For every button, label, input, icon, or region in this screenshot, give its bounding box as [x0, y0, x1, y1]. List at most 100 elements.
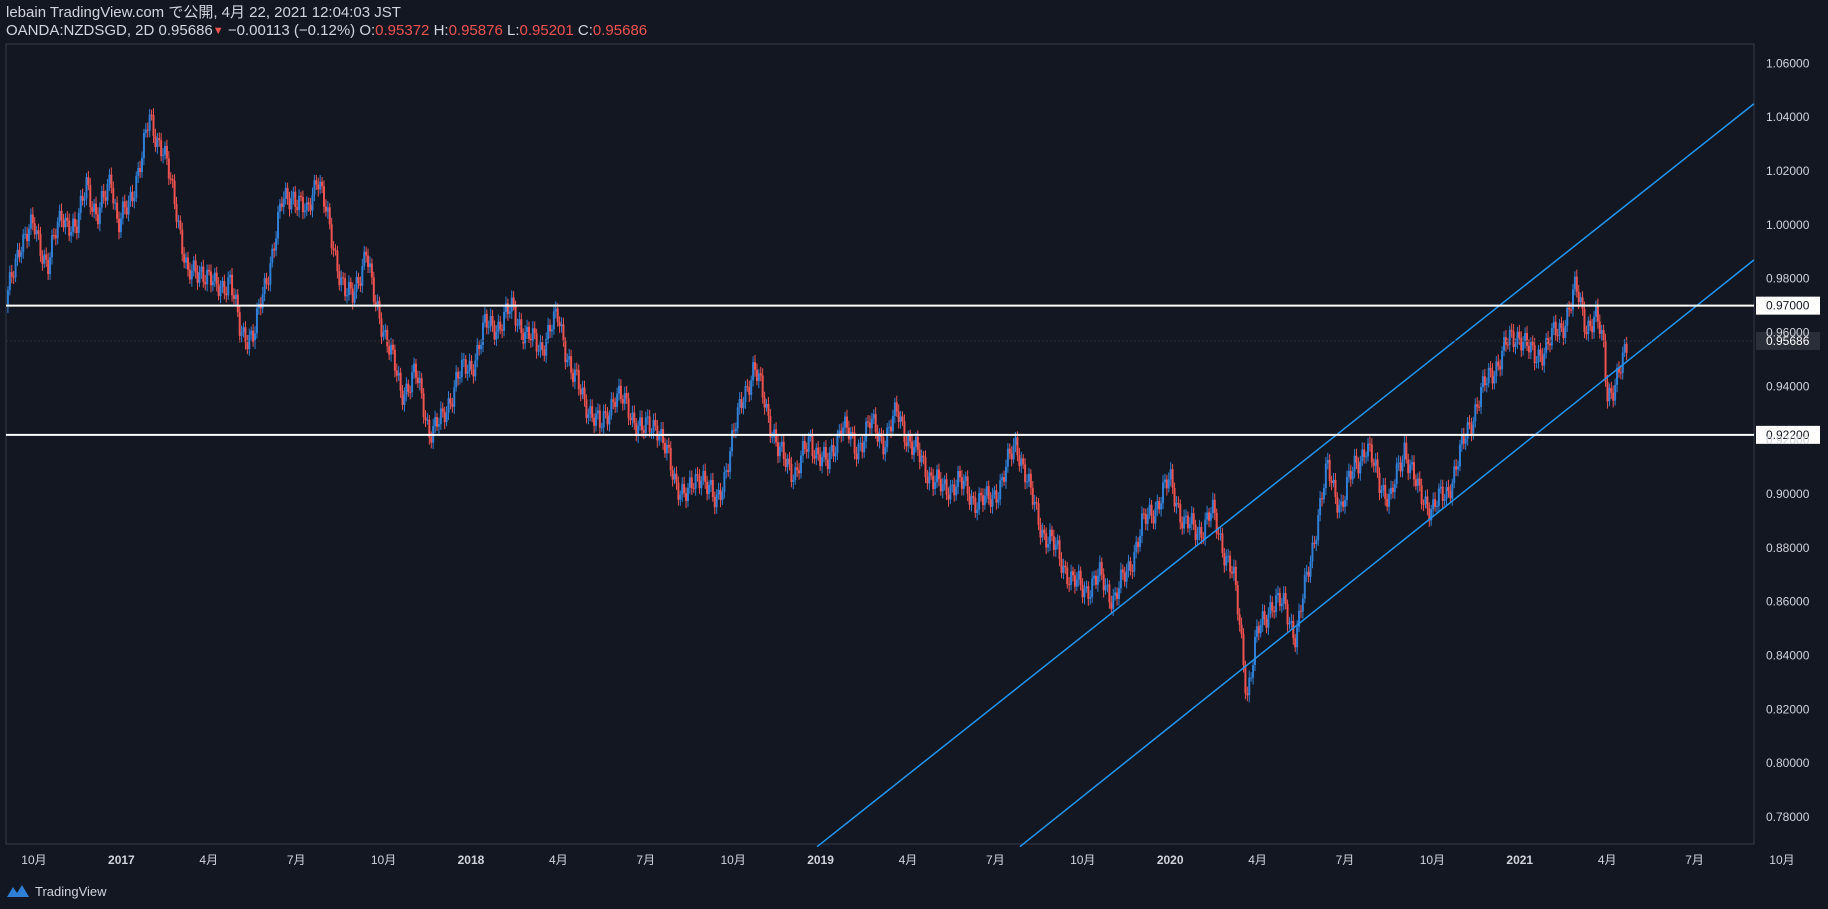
- candle-body: [1169, 469, 1172, 480]
- candle-body: [803, 441, 806, 450]
- candle-body: [847, 427, 850, 440]
- candle-body: [192, 260, 195, 271]
- candle-body: [832, 445, 835, 457]
- lower-channel-line[interactable]: [1019, 259, 1755, 848]
- candle-body: [937, 469, 940, 480]
- candle-body: [16, 249, 19, 259]
- candle-body: [824, 447, 827, 460]
- candle-body: [91, 207, 94, 212]
- candle-body: [780, 441, 783, 447]
- candle-body: [1514, 344, 1517, 347]
- candle-body: [273, 248, 276, 251]
- candle-body: [33, 223, 36, 235]
- candle-body: [1250, 677, 1253, 679]
- candle-body: [1307, 571, 1310, 577]
- candle-body: [775, 429, 778, 443]
- candle-body: [236, 294, 239, 313]
- tradingview-logo-icon[interactable]: [6, 884, 30, 898]
- candle-body: [93, 203, 96, 212]
- time-tick-label: 4月: [899, 853, 918, 867]
- time-axis[interactable]: 10月 2017 4月 7月 10月 2018 4月 7月 10月 2019 4月 7月 10月 2020…: [21, 853, 1794, 867]
- candle-body: [715, 494, 718, 508]
- candle-body: [608, 415, 611, 425]
- candle-body: [110, 174, 113, 188]
- candle-body: [1612, 392, 1615, 401]
- candle-body: [466, 371, 469, 374]
- candle-body: [24, 233, 27, 235]
- candle-body: [1267, 613, 1270, 628]
- candle-body: [1066, 567, 1069, 585]
- brand-name[interactable]: TradingView: [35, 883, 107, 899]
- candle-body: [552, 311, 555, 330]
- candle-body: [1520, 338, 1523, 351]
- candle-body: [1194, 524, 1197, 540]
- candle-body: [1079, 570, 1082, 585]
- candle-body: [294, 191, 297, 208]
- candle-body: [1367, 443, 1370, 457]
- candle-body: [495, 331, 498, 340]
- candle-body: [158, 138, 161, 141]
- candle-body: [957, 470, 960, 487]
- candle-body: [160, 140, 163, 157]
- candle-body: [981, 495, 984, 506]
- candle-body: [464, 359, 467, 374]
- candle-body: [131, 191, 134, 202]
- candle-body: [1445, 486, 1448, 499]
- candle-body: [382, 332, 385, 337]
- candle-body: [1380, 490, 1383, 493]
- candle-body: [286, 187, 289, 199]
- candle-body: [1437, 488, 1440, 507]
- candle-body: [1225, 556, 1228, 566]
- candle-body: [836, 433, 839, 453]
- candle-body: [872, 414, 875, 419]
- candle-body: [150, 114, 153, 116]
- candle-body: [746, 386, 749, 388]
- candle-body: [1144, 513, 1147, 524]
- candle-body: [675, 473, 678, 483]
- symbol-name[interactable]: OANDA:NZDSGD, 2D: [6, 22, 155, 39]
- candle-body: [1470, 424, 1473, 435]
- candle-body: [1181, 522, 1184, 529]
- time-tick-label: 10月: [1420, 853, 1445, 867]
- time-tick-label: 10月: [21, 853, 46, 867]
- candle-body: [700, 480, 703, 489]
- candle-body: [1315, 540, 1318, 544]
- candle-body: [374, 301, 377, 305]
- candle-body: [1512, 331, 1515, 347]
- candle-body: [1276, 592, 1279, 596]
- candle-body: [100, 190, 103, 208]
- candle-body: [434, 417, 437, 427]
- horizontal-lines[interactable]: 0.97000 0.92200 0.95686: [6, 296, 1820, 444]
- candle-body: [26, 233, 29, 242]
- candle-body: [558, 321, 561, 327]
- candle-body: [1322, 488, 1325, 500]
- candle-body: [577, 370, 580, 390]
- candle-body: [1093, 575, 1096, 579]
- price-axis[interactable]: 0.78000 0.80000 0.82000 0.84000 0.86000 0.880…: [1766, 56, 1810, 824]
- candle-body: [1035, 502, 1038, 504]
- time-tick-label: 4月: [199, 853, 218, 867]
- candle-body: [361, 266, 364, 286]
- candle-body: [1506, 344, 1509, 346]
- candle-body: [1560, 323, 1563, 328]
- trend-channel[interactable]: [816, 103, 1755, 848]
- candle-body: [568, 356, 571, 360]
- candle-body: [35, 230, 38, 235]
- candle-body: [600, 427, 603, 429]
- candle-body: [12, 276, 15, 278]
- candle-body: [503, 311, 506, 331]
- candle-body: [769, 415, 772, 438]
- candle-body: [1075, 579, 1078, 587]
- candle-body: [1571, 289, 1574, 310]
- candle-body: [1309, 561, 1312, 577]
- candle-body: [347, 281, 350, 296]
- upper-channel-line[interactable]: [816, 103, 1755, 848]
- candle-body: [1527, 345, 1530, 353]
- candle-body: [493, 324, 496, 340]
- candle-body: [1029, 473, 1032, 488]
- candle-body: [1026, 481, 1029, 483]
- candle-body: [405, 383, 408, 395]
- candle-body: [401, 390, 404, 405]
- candle-body: [573, 369, 576, 382]
